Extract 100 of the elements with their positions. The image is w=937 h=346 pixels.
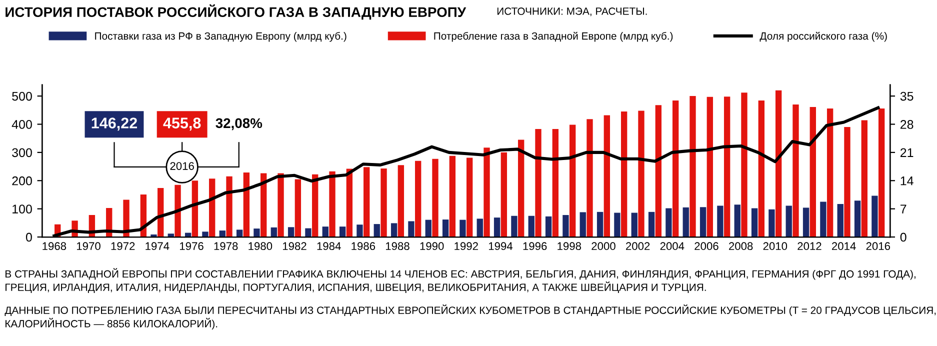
x-tick-label: 1976: [180, 242, 204, 250]
bar: [174, 184, 181, 238]
y2-tick-label: 28: [900, 120, 914, 129]
bar: [312, 174, 318, 238]
x-tick-label: 1982: [282, 242, 306, 250]
bar: [844, 127, 850, 238]
bar: [562, 215, 569, 238]
bar: [226, 176, 232, 238]
bar: [494, 218, 500, 238]
annotation: 455,8: [163, 118, 201, 131]
bar: [322, 226, 328, 238]
x-tick-label: 1996: [523, 242, 547, 250]
bar: [278, 173, 284, 238]
legend-label: Потребление газа в Западной Европе (млрд куб.): [434, 32, 673, 42]
bar: [614, 212, 620, 238]
bar: [700, 207, 706, 238]
bar: [339, 226, 346, 238]
x-tick-label: 2010: [763, 242, 788, 250]
bar: [466, 158, 473, 238]
bar: [569, 124, 576, 238]
x-tick-label: 1988: [386, 242, 410, 250]
bar: [820, 202, 826, 238]
x-tick-label: 2006: [694, 242, 718, 250]
bar: [432, 158, 438, 238]
bar: [792, 104, 799, 238]
bar: [706, 96, 713, 238]
bar: [631, 212, 638, 238]
bar: [398, 165, 404, 238]
bar: [484, 148, 490, 238]
bar: [123, 200, 130, 238]
bar: [294, 179, 302, 238]
bar: [535, 129, 542, 238]
bar: [260, 173, 267, 238]
bar: [408, 221, 414, 238]
bar: [552, 129, 559, 238]
x-tick-label: 2014: [832, 242, 856, 250]
text: ДАННЫЕ ПО ПОТРЕБЛЕНИЮ ГАЗА БЫЛИ ПЕРЕСЧИТАНЫ ИЗ СТАНДАРТНЫХ ЕВРОПЕЙСКИХ КУБОМЕТРОВ В СТАНДАРТНЫЕ РОССИЙСКИЕ КУБОМЕТРЫ (T = 20 ГРАДУСОВ ЦЕЛЬСИЯ, КАЛОРИЙНОСТЬ — 8856 КИЛОКАЛОРИЙ).: [4, 304, 936, 330]
y-tick-label: 500: [12, 92, 32, 101]
bar: [236, 230, 243, 238]
bar: [861, 120, 868, 238]
bar: [356, 224, 363, 238]
bar: [638, 110, 644, 238]
bar: [476, 218, 483, 238]
x-tick-label: 2016: [866, 242, 890, 250]
bar: [209, 178, 216, 238]
x-tick-label: 1990: [420, 242, 444, 250]
bar: [511, 216, 518, 238]
bar: [254, 228, 260, 238]
chart-subtitle: ИСТОЧНИКИ: МЭА, РАСЧЕТЫ.: [497, 8, 647, 16]
bar: [545, 216, 552, 238]
annotation: 32,08%: [216, 118, 262, 130]
x-tick-label: 1994: [488, 242, 513, 250]
bar: [415, 160, 422, 238]
bar: [854, 200, 861, 238]
x-tick-label: 1972: [111, 242, 135, 250]
x-tick-label: 2004: [660, 242, 684, 250]
x-tick-label: 1968: [42, 242, 66, 250]
y-tick-label: 100: [12, 204, 32, 214]
bar: [586, 119, 593, 238]
bar: [734, 204, 740, 238]
bar: [620, 112, 628, 238]
bar: [380, 168, 387, 238]
bar: [192, 180, 198, 238]
x-tick-label: 2012: [798, 242, 822, 250]
bar: [810, 107, 816, 238]
x-tick-label: 2000: [592, 242, 616, 250]
bar: [425, 220, 432, 238]
x-tick-label: 1978: [214, 242, 238, 250]
y-tick-label: 0: [26, 232, 32, 242]
bar: [672, 100, 679, 238]
x-tick-label: 1998: [558, 242, 582, 250]
bar: [442, 220, 449, 238]
legend-label: Поставки газа из РФ в Западную Европу (млрд куб.): [95, 32, 346, 42]
y2-tick-label: 35: [900, 92, 914, 101]
bar: [288, 227, 294, 238]
bar: [390, 223, 398, 238]
bar: [346, 168, 353, 238]
bar: [604, 115, 610, 238]
bar: [758, 100, 764, 238]
y-tick-label: 400: [12, 120, 32, 129]
y2-tick-label: 7: [900, 204, 906, 214]
bar: [751, 208, 758, 238]
bar: [786, 206, 792, 238]
bar: [655, 105, 662, 238]
bar: [374, 224, 380, 238]
text: В СТРАНЫ ЗАПАДНОЙ ЕВРОПЫ ПРИ СОСТАВЛЕНИИ ГРАФИКА ВКЛЮЧЕНЫ 14 ЧЛЕНОВ ЕС: АВСТРИЯ, БЕЛЬГИЯ, ДАНИЯ, ФИНЛЯНДИЯ, ФРАНЦИЯ, ГЕРМАНИЯ (ФРГ ДО 1991 ГОДА), ГРЕЦИЯ, ИРЛАНДИЯ, ИТАЛИЯ, НИДЕРЛАНДЫ, ПОРТУГАЛИЯ, ИСПАНИЯ, ШВЕЦИЯ, ВЕЛИКОБРИТАНИЯ, А ТАКЖЕ ШВЕЙЦАРИЯ И ТУРЦИЯ.: [6, 268, 916, 293]
bar: [690, 96, 696, 238]
y-tick-label: 200: [12, 176, 32, 186]
y2-tick-label: 21: [900, 148, 914, 157]
x-tick-label: 1992: [454, 242, 478, 250]
bar: [648, 212, 655, 238]
bar: [202, 232, 208, 238]
bar: [717, 206, 724, 238]
bar: [518, 140, 524, 238]
bar: [580, 212, 586, 238]
bar: [158, 188, 164, 238]
bar: [500, 152, 508, 238]
y2-tick-label: 14: [900, 176, 914, 186]
annotation: 2016: [170, 162, 194, 170]
bar: [826, 108, 834, 238]
